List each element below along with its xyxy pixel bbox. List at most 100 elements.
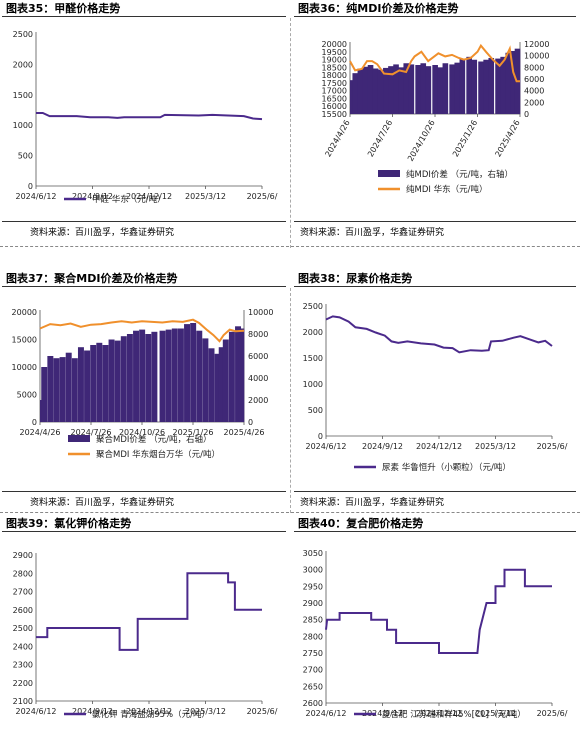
chart-title: 图表36：纯MDI价差及价格走势 bbox=[298, 2, 459, 15]
x-tick-label: 2024/12/12 bbox=[126, 707, 172, 716]
bar bbox=[415, 65, 421, 114]
y-tick-label: 2650 bbox=[303, 682, 323, 691]
y-tick-label: 18000 bbox=[322, 71, 347, 80]
y-tick-label: 2950 bbox=[303, 582, 323, 591]
bar bbox=[238, 328, 245, 422]
y-right-tick-label: 2000 bbox=[524, 98, 544, 107]
title-divider bbox=[2, 531, 286, 532]
x-tick-label: 2025/1/26 bbox=[451, 119, 479, 159]
series-line bbox=[39, 318, 245, 343]
column-separator bbox=[290, 288, 291, 513]
x-tick-label: 2024/12/12 bbox=[416, 442, 462, 451]
chart-title: 图表39：氯化钾价格走势 bbox=[6, 517, 132, 530]
series-line bbox=[36, 112, 263, 121]
source-divider bbox=[294, 221, 576, 222]
bar bbox=[165, 329, 172, 422]
y-tick-label: 2300 bbox=[13, 661, 33, 670]
chart-title: 图表40：复合肥价格走势 bbox=[298, 517, 424, 530]
bar bbox=[357, 68, 364, 114]
x-tick-label: 2024/12/12 bbox=[126, 192, 172, 201]
bar bbox=[466, 56, 472, 114]
panel-chart-38: 图表38：尿素价格走势 0 500 1000 1500 2000 2500 2024/6/1… bbox=[290, 270, 580, 510]
bar bbox=[495, 58, 501, 114]
y-tick-label: 2600 bbox=[303, 699, 323, 708]
bar bbox=[478, 61, 484, 114]
chart-37-plot: 0 5000 10000 15000 20000 0 2000 4000 6000 8000 100… bbox=[12, 308, 274, 460]
x-tick-label: 2025/6/ bbox=[537, 442, 568, 451]
x-tick-label: 2025/3/12 bbox=[475, 709, 516, 718]
bar bbox=[362, 66, 369, 114]
y-tick-label: 2600 bbox=[13, 606, 33, 615]
bar bbox=[235, 326, 242, 422]
y-tick-label: 2900 bbox=[13, 551, 33, 560]
source-divider bbox=[2, 221, 286, 222]
bar bbox=[471, 59, 478, 114]
y-right-tick-label: 8000 bbox=[524, 63, 544, 72]
y-tick-label: 500 bbox=[18, 152, 33, 161]
x-tick-label: 2024/7/26 bbox=[366, 119, 394, 159]
source-divider bbox=[294, 491, 576, 492]
chart-title: 图表38：尿素价格走势 bbox=[298, 272, 413, 285]
y-right-tick-label: 0 bbox=[524, 110, 529, 119]
bar bbox=[41, 367, 48, 422]
panel-chart-39: 图表39：氯化钾价格走势 2100 2200 2300 2400 2500 2600 270… bbox=[0, 515, 290, 739]
bar bbox=[420, 63, 427, 114]
bar bbox=[184, 324, 191, 422]
bar bbox=[53, 358, 60, 422]
y-tick-label: 19000 bbox=[322, 56, 347, 65]
x-tick-label: 2024/12/12 bbox=[416, 709, 462, 718]
legend-label: 聚合MDI 华东烟台万华（元/吨） bbox=[96, 449, 220, 460]
y-tick-label: 17000 bbox=[322, 87, 347, 96]
bar bbox=[372, 68, 379, 114]
x-tick-label: 2024/10/26 bbox=[119, 428, 165, 437]
y-tick-label: 2700 bbox=[303, 666, 323, 675]
bar bbox=[114, 340, 121, 422]
series-line bbox=[325, 315, 553, 354]
y-tick-label: 10000 bbox=[12, 363, 37, 372]
bar bbox=[90, 345, 97, 422]
bar bbox=[437, 67, 444, 114]
bar bbox=[510, 51, 517, 114]
bar bbox=[214, 353, 221, 422]
y-right-tick-label: 6000 bbox=[248, 352, 268, 361]
series-line bbox=[325, 568, 552, 654]
bar bbox=[120, 336, 127, 422]
bar bbox=[196, 330, 203, 422]
y-tick-label: 2900 bbox=[303, 599, 323, 608]
y-tick-label: 17500 bbox=[322, 79, 347, 88]
y-right-tick-label: 2000 bbox=[248, 396, 268, 405]
bar bbox=[126, 334, 133, 422]
bar bbox=[442, 63, 449, 114]
y-right-tick-label: 4000 bbox=[524, 87, 544, 96]
bar bbox=[459, 58, 466, 114]
x-tick-label: 2025/3/12 bbox=[185, 707, 226, 716]
y-tick-label: 1500 bbox=[303, 354, 323, 363]
chart-35-plot: 0 500 1000 1500 2000 2500 2024/6/12 2024/9/12 20… bbox=[13, 30, 278, 205]
y-tick-label: 2200 bbox=[13, 679, 33, 688]
y-tick-label: 2800 bbox=[303, 632, 323, 641]
x-tick-label: 2025/3/12 bbox=[475, 442, 516, 451]
x-tick-label: 2024/9/12 bbox=[362, 442, 403, 451]
bar bbox=[139, 329, 146, 422]
bar bbox=[218, 347, 225, 422]
y-tick-label: 2500 bbox=[303, 302, 323, 311]
y-tick-label: 2500 bbox=[13, 624, 33, 633]
bar bbox=[171, 328, 178, 422]
title-divider bbox=[294, 286, 576, 287]
y-tick-label: 1000 bbox=[303, 380, 323, 389]
bar bbox=[71, 358, 78, 422]
y-tick-label: 2500 bbox=[13, 30, 33, 39]
legend-swatch-bar bbox=[68, 435, 90, 442]
y-tick-label: 15500 bbox=[322, 110, 347, 119]
chart-40-plot: 2600 2650 2700 2750 2800 2850 2900 2950 3000 3050… bbox=[303, 549, 568, 720]
legend-label: 甲醛 华东（元/吨） bbox=[92, 194, 166, 205]
y-tick-label: 500 bbox=[308, 406, 323, 415]
bar bbox=[398, 67, 404, 114]
bar bbox=[383, 67, 389, 114]
legend-label: 氯化钾 青海盐湖95%（元/吨） bbox=[92, 709, 210, 720]
y-right-tick-label: 12000 bbox=[524, 40, 549, 49]
series-line bbox=[349, 43, 520, 83]
bar bbox=[367, 65, 374, 114]
x-tick-label: 2025/4/26 bbox=[493, 119, 521, 159]
bar bbox=[151, 331, 158, 422]
